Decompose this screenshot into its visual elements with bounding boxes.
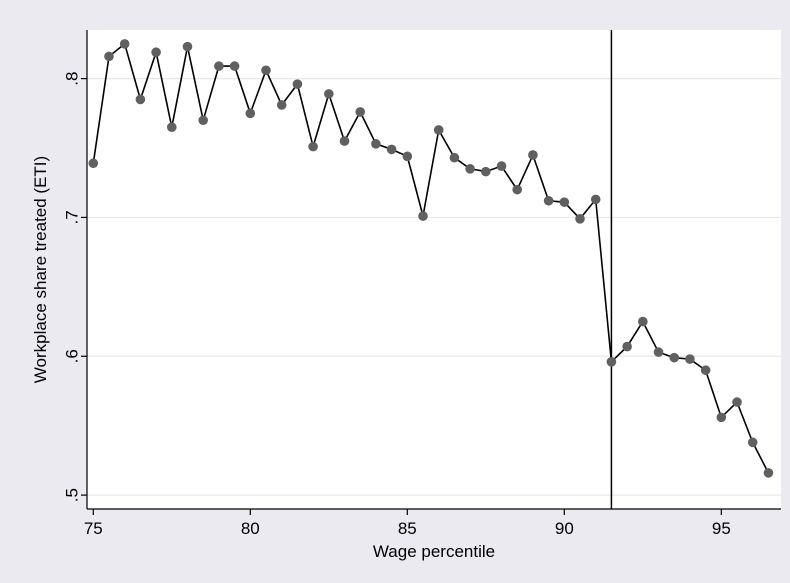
data-point [465, 164, 475, 174]
x-axis-title: Wage percentile [373, 542, 495, 561]
data-point [685, 354, 695, 364]
data-point [198, 115, 208, 126]
x-tick-label: 90 [555, 519, 574, 538]
data-point [433, 125, 444, 135]
x-tick-label: 85 [398, 519, 417, 538]
x-axis-ticks: 75 80 85 90 95 [84, 509, 731, 538]
plot-area [87, 30, 781, 509]
data-point [481, 166, 491, 177]
data-point [371, 139, 381, 149]
data-point [402, 151, 413, 162]
data-point [104, 51, 114, 62]
data-point [622, 341, 632, 352]
data-point [512, 184, 523, 195]
data-point [496, 161, 507, 171]
data-point [528, 150, 538, 160]
data-point [245, 108, 256, 119]
data-point [261, 65, 271, 76]
data-point [324, 89, 334, 99]
data-point [638, 316, 648, 327]
data-point [543, 195, 554, 206]
data-point [166, 122, 177, 132]
x-tick-label: 95 [712, 519, 731, 538]
data-point [276, 100, 287, 110]
y-tick-label: .6 [62, 349, 81, 363]
data-point [763, 468, 774, 478]
series-points [88, 39, 774, 478]
data-point [229, 61, 240, 71]
data-point [590, 194, 601, 205]
data-point [355, 107, 366, 117]
data-point [449, 152, 460, 163]
data-point [669, 352, 680, 363]
x-tick-label: 80 [241, 519, 260, 538]
data-point [386, 144, 397, 155]
data-point [700, 365, 711, 375]
data-point [716, 412, 727, 423]
y-tick-label: .5 [62, 488, 81, 502]
data-point [135, 94, 146, 105]
data-point [653, 347, 664, 357]
data-point [88, 158, 99, 169]
data-point [747, 437, 758, 448]
data-point [606, 357, 617, 367]
y-tick-label: .8 [62, 72, 81, 86]
data-point [575, 214, 585, 224]
data-point [182, 41, 193, 52]
data-point [151, 47, 161, 58]
data-point [732, 397, 742, 407]
data-point [559, 197, 570, 207]
x-tick-label: 75 [84, 519, 103, 538]
y-axis-ticks: .5 .6 .7 .8 [62, 72, 87, 502]
data-point [119, 39, 130, 49]
data-point [339, 136, 350, 146]
y-tick-label: .7 [62, 210, 81, 224]
data-point [418, 211, 428, 221]
gridlines [87, 77, 781, 496]
data-point [292, 79, 303, 89]
series-line [92, 42, 770, 474]
y-axis-title: Workplace share treated (ETI) [31, 156, 50, 383]
data-point [308, 141, 318, 152]
data-point [214, 61, 224, 71]
